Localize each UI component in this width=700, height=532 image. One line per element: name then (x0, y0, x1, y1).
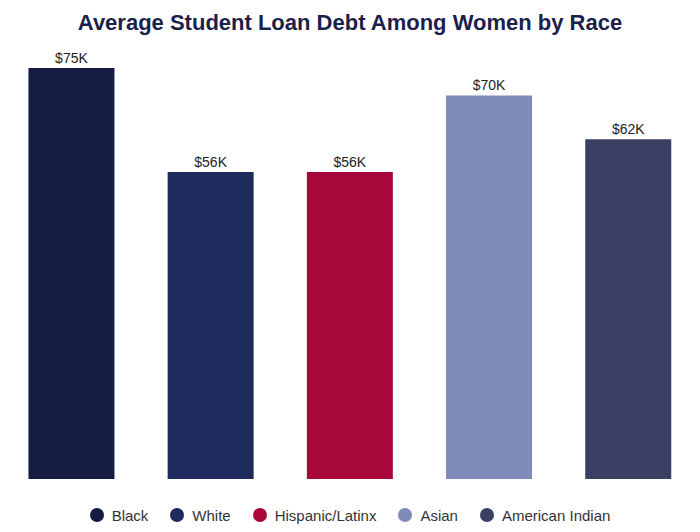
svg-text:$75K: $75K (55, 50, 88, 66)
svg-text:$56K: $56K (333, 154, 366, 170)
html-text:Black: Black (111, 506, 149, 524)
svg-text:$70K: $70K (473, 77, 506, 93)
html-text:Hispanic/Latinx: Hispanic/Latinx (274, 506, 377, 524)
html-text:White: White (192, 506, 231, 524)
html-text:Asian: Asian (420, 506, 458, 524)
svg-text:$62K: $62K (612, 121, 645, 137)
html-text:American Indian: American Indian (501, 506, 611, 524)
html-text:Average Student Loan Debt Amon: Average Student Loan Debt Among Women by… (77, 10, 623, 35)
svg-text:$56K: $56K (194, 154, 227, 170)
